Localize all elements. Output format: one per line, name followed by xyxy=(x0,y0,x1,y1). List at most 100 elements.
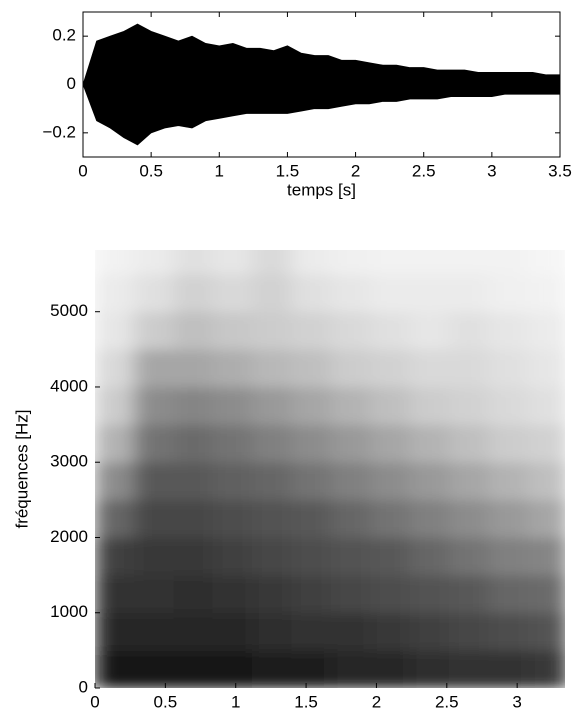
y-tick-label: 5000 xyxy=(50,301,88,320)
cell xyxy=(173,250,214,275)
cell xyxy=(173,273,214,313)
cell xyxy=(252,649,293,688)
cell xyxy=(449,574,490,614)
cell xyxy=(212,250,254,275)
cell xyxy=(330,273,372,313)
x-tick-label: 1.5 xyxy=(294,692,318,711)
cell xyxy=(527,273,565,313)
x-tick-label: 0.5 xyxy=(139,161,163,180)
cell xyxy=(252,250,293,275)
cell xyxy=(133,461,175,501)
cell xyxy=(330,499,372,538)
cell xyxy=(173,499,214,538)
cell xyxy=(252,424,293,463)
cell xyxy=(409,311,451,350)
cell xyxy=(409,348,451,388)
cell xyxy=(370,499,411,538)
cell xyxy=(449,461,490,501)
x-tick-label: 3 xyxy=(487,161,496,180)
cell xyxy=(133,424,175,463)
cell xyxy=(488,612,529,651)
x-tick-label: 0 xyxy=(90,692,99,711)
cell xyxy=(409,273,451,313)
cell xyxy=(527,574,565,614)
cell xyxy=(252,499,293,538)
cell xyxy=(173,461,214,501)
cell xyxy=(291,499,332,538)
cell xyxy=(488,461,529,501)
cell xyxy=(527,250,565,275)
cell xyxy=(370,461,411,501)
cell xyxy=(252,273,293,313)
cell xyxy=(212,461,254,501)
waveform xyxy=(82,23,561,146)
cell xyxy=(330,649,372,688)
cell xyxy=(449,250,490,275)
x-tick-label: 3 xyxy=(512,692,521,711)
cell xyxy=(449,386,490,426)
cell xyxy=(330,250,372,275)
cell xyxy=(173,612,214,651)
y-tick-label: 0 xyxy=(79,677,88,696)
cell xyxy=(173,424,214,463)
cell xyxy=(173,348,214,388)
cell xyxy=(409,424,451,463)
cell xyxy=(527,461,565,501)
cell xyxy=(330,612,372,651)
y-axis-label: fréquences [Hz] xyxy=(12,409,31,528)
cell xyxy=(409,386,451,426)
cell xyxy=(252,536,293,576)
y-tick-label: −0.2 xyxy=(42,122,76,141)
cell xyxy=(488,250,529,275)
cell xyxy=(133,536,175,576)
x-tick-label: 2 xyxy=(351,161,360,180)
cell xyxy=(409,649,451,688)
cell xyxy=(370,386,411,426)
cell xyxy=(212,273,254,313)
cell xyxy=(449,273,490,313)
cell xyxy=(173,311,214,350)
cell xyxy=(173,386,214,426)
cell xyxy=(95,536,135,576)
cell xyxy=(212,499,254,538)
cell xyxy=(252,386,293,426)
x-tick-label: 2.5 xyxy=(412,161,436,180)
cell xyxy=(527,612,565,651)
cell xyxy=(291,612,332,651)
cell xyxy=(95,311,135,350)
cell xyxy=(370,649,411,688)
cell xyxy=(370,574,411,614)
cell xyxy=(212,649,254,688)
cell xyxy=(291,386,332,426)
cell xyxy=(133,574,175,614)
x-tick-label: 1 xyxy=(215,161,224,180)
cell xyxy=(133,311,175,350)
cell xyxy=(173,536,214,576)
x-tick-label: 3.5 xyxy=(548,161,572,180)
cell xyxy=(409,461,451,501)
cell xyxy=(95,574,135,614)
cell xyxy=(252,574,293,614)
x-axis-label: temps [s] xyxy=(287,180,356,199)
cell xyxy=(252,311,293,350)
cell xyxy=(527,424,565,463)
cell xyxy=(133,649,175,688)
cell xyxy=(330,461,372,501)
cell xyxy=(291,424,332,463)
cell xyxy=(252,348,293,388)
cell xyxy=(212,311,254,350)
cell xyxy=(212,424,254,463)
cell xyxy=(449,536,490,576)
cell xyxy=(212,574,254,614)
cell xyxy=(212,348,254,388)
cell xyxy=(95,250,135,275)
cell xyxy=(527,499,565,538)
cell xyxy=(488,348,529,388)
cell xyxy=(252,461,293,501)
cell xyxy=(527,386,565,426)
cell xyxy=(409,612,451,651)
x-tick-label: 0.5 xyxy=(154,692,178,711)
cell xyxy=(488,574,529,614)
cell xyxy=(488,273,529,313)
